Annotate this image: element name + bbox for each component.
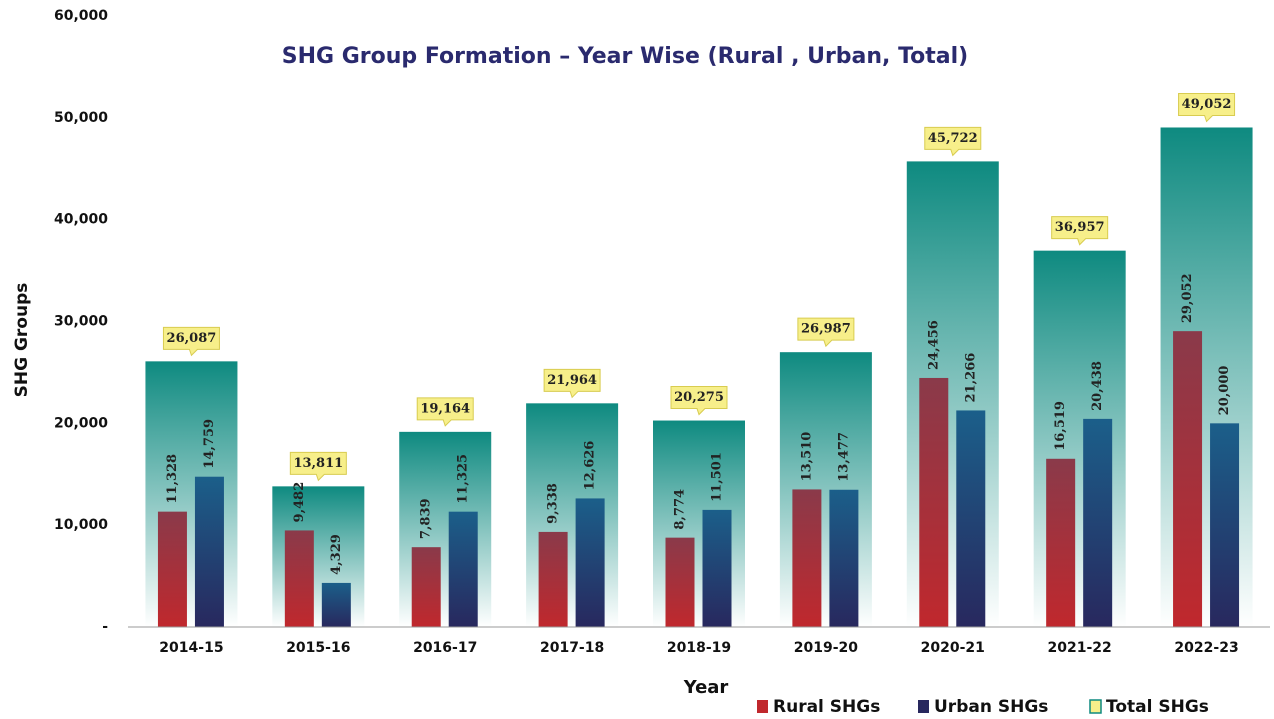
total-label: 21,964	[547, 373, 597, 388]
rural-bar	[157, 511, 187, 627]
total-label: 13,811	[293, 456, 343, 471]
total-label: 20,275	[674, 390, 724, 405]
data-label: 20,000	[1217, 366, 1232, 416]
total-label: 49,052	[1182, 97, 1232, 112]
data-label: 12,626	[583, 441, 598, 491]
data-label: 7,839	[419, 498, 434, 539]
legend-label: Rural SHGs	[773, 697, 880, 717]
data-label: 9,338	[546, 483, 561, 524]
rural-bar	[284, 530, 314, 627]
callout	[416, 397, 474, 427]
urban-bar	[829, 489, 859, 627]
rural-bar	[411, 547, 441, 627]
x-tick-label: 2016-17	[413, 640, 477, 656]
x-tick-label: 2015-16	[286, 640, 350, 656]
total-label: 26,087	[167, 331, 217, 346]
total-label: 26,987	[801, 322, 851, 337]
data-label: 20,438	[1090, 361, 1105, 411]
data-label: 4,329	[329, 534, 344, 575]
callout	[162, 326, 220, 357]
data-label: 11,501	[710, 452, 725, 502]
y-tick-label: 30,000	[54, 314, 108, 330]
legend-swatch	[918, 700, 929, 713]
y-tick-label: 10,000	[54, 517, 108, 533]
callout	[924, 126, 982, 157]
x-tick-label: 2019-20	[794, 640, 859, 656]
data-label: 24,456	[926, 320, 941, 370]
data-label: 11,325	[456, 454, 471, 504]
data-label: 13,477	[836, 432, 851, 482]
rural-bar	[792, 489, 822, 627]
urban-bar	[702, 509, 732, 627]
y-axis-label: SHG Groups	[12, 283, 32, 398]
total-label: 36,957	[1055, 220, 1105, 235]
callout	[1178, 92, 1236, 123]
rural-bar	[665, 537, 695, 627]
data-label: 13,510	[799, 432, 814, 482]
x-tick-label: 2014-15	[159, 640, 223, 656]
rural-bar	[1173, 331, 1203, 627]
urban-bar	[575, 498, 605, 627]
rural-bar	[919, 377, 949, 627]
callout	[289, 451, 347, 482]
y-tick-label: 50,000	[54, 110, 108, 126]
legend-swatch	[1089, 699, 1102, 714]
y-tick-label: 20,000	[54, 415, 108, 431]
data-label: 14,759	[202, 419, 217, 469]
rural-bar	[1046, 458, 1076, 627]
callout	[1051, 216, 1109, 246]
x-tick-label: 2020-21	[921, 640, 985, 656]
callout	[543, 368, 601, 399]
x-tick-label: 2022-23	[1174, 640, 1238, 656]
rural-bar	[538, 531, 568, 627]
x-tick-label: 2021-22	[1048, 640, 1112, 656]
data-label: 16,519	[1053, 401, 1068, 451]
urban-bar	[1210, 423, 1240, 627]
urban-bar	[1083, 418, 1113, 627]
y-tick-label: 40,000	[54, 212, 108, 228]
legend-label: Urban SHGs	[934, 697, 1048, 717]
x-axis-label: Year	[683, 677, 729, 698]
urban-bar	[321, 582, 351, 627]
y-tick-label: 60,000	[54, 8, 108, 24]
data-label: 29,052	[1180, 273, 1195, 323]
data-label: 21,266	[963, 353, 978, 403]
callout	[670, 386, 728, 416]
y-tick-label: -	[102, 619, 108, 635]
chart-title: SHG Group Formation – Year Wise (Rural ,…	[282, 44, 968, 69]
data-label: 9,482	[292, 482, 307, 523]
data-label: 11,328	[165, 454, 180, 504]
legend-label: Total SHGs	[1106, 697, 1209, 717]
x-tick-label: 2018-19	[667, 640, 731, 656]
callout	[797, 317, 855, 348]
x-tick-label: 2017-18	[540, 640, 604, 656]
urban-bar	[956, 410, 986, 627]
total-label: 45,722	[928, 131, 978, 146]
total-label: 19,164	[420, 401, 470, 416]
data-label: 8,774	[673, 489, 688, 530]
legend-swatch	[757, 700, 768, 713]
urban-bar	[194, 476, 224, 627]
urban-bar	[448, 511, 478, 627]
